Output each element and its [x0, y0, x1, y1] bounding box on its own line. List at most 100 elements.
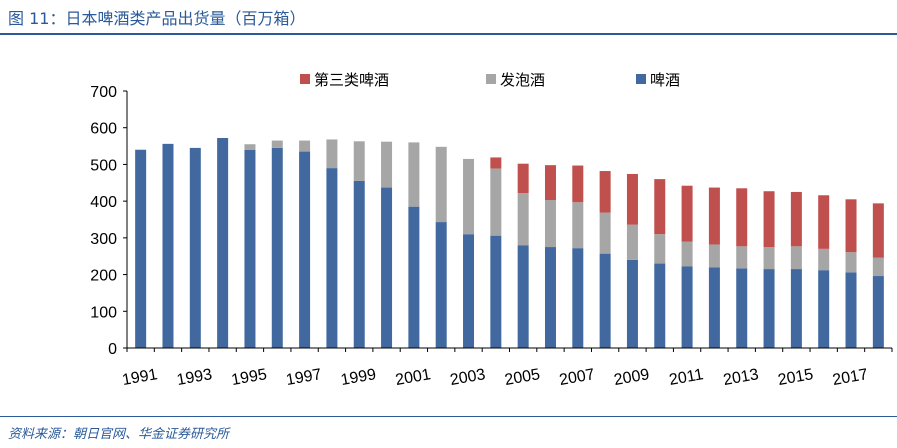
bar-happoshu-2001: [408, 142, 420, 207]
bar-happoshu-2018: [872, 257, 884, 277]
bar-third_beer-2016: [818, 195, 830, 249]
bar-beer-2013: [736, 268, 748, 348]
bar-happoshu-2014: [763, 247, 775, 270]
bar-happoshu-2002: [435, 146, 447, 223]
legend-swatch-happoshu: [486, 74, 496, 84]
bar-happoshu-2004: [490, 168, 502, 236]
bar-beer-2001: [408, 206, 420, 348]
bar-happoshu-1999: [353, 141, 365, 181]
bar-third_beer-2005: [517, 163, 529, 194]
bar-happoshu-1995: [244, 144, 256, 150]
bar-third_beer-2004: [490, 157, 502, 169]
bar-happoshu-2005: [517, 193, 529, 246]
bar-third_beer-2012: [708, 187, 720, 245]
bar-beer-2018: [872, 276, 884, 348]
bar-third_beer-2018: [872, 203, 884, 258]
x-tick-label-2013: 2013: [722, 366, 760, 389]
bar-happoshu-2015: [790, 246, 802, 270]
source-note: 资料来源：朝日官网、华金证券研究所: [8, 427, 230, 442]
bar-happoshu-2017: [845, 252, 857, 273]
bar-beer-1991: [135, 149, 147, 348]
bar-happoshu-2010: [654, 234, 666, 264]
bar-happoshu-2016: [818, 248, 830, 271]
bar-beer-2007: [572, 248, 584, 348]
title-divider: [0, 33, 897, 35]
bar-beer-2017: [845, 272, 857, 348]
bar-happoshu-1997: [299, 140, 311, 152]
bars-layer: [135, 137, 884, 348]
bar-third_beer-2014: [763, 191, 775, 248]
x-tick-label-2011: 2011: [668, 366, 705, 389]
bar-beer-2006: [544, 247, 556, 348]
bar-happoshu-2009: [626, 224, 638, 260]
bar-third_beer-2010: [654, 179, 666, 235]
bar-beer-2008: [599, 253, 611, 348]
y-tick-label-500: 500: [90, 157, 117, 174]
bar-beer-2015: [790, 269, 802, 348]
bar-third_beer-2007: [572, 165, 584, 203]
bar-third_beer-2008: [599, 171, 611, 213]
bar-happoshu-2013: [736, 246, 748, 269]
bar-third_beer-2009: [626, 173, 638, 225]
x-tick-label-1993: 1993: [176, 366, 214, 389]
bar-beer-2005: [517, 245, 529, 348]
bar-happoshu-1998: [326, 139, 338, 169]
y-tick-label-0: 0: [108, 341, 117, 358]
legend-label-third-beer: 第三类啤酒: [314, 71, 389, 89]
bar-beer-2016: [818, 270, 830, 348]
x-tick-label-2017: 2017: [831, 366, 869, 389]
bar-happoshu-2008: [599, 212, 611, 254]
legend-swatch-third-beer: [300, 74, 310, 84]
bar-beer-1992: [162, 143, 174, 348]
bar-happoshu-1996: [271, 140, 283, 148]
bar-happoshu-2011: [681, 241, 693, 267]
bar-third_beer-2011: [681, 185, 693, 242]
bar-beer-1998: [326, 168, 338, 348]
y-tick-label-400: 400: [90, 194, 117, 211]
bar-beer-1997: [299, 151, 311, 348]
y-tick-label-700: 700: [90, 84, 117, 101]
bar-third_beer-2015: [790, 191, 802, 247]
bar-beer-2010: [654, 263, 666, 348]
bar-third_beer-2013: [736, 188, 748, 247]
y-tick-label-300: 300: [90, 231, 117, 248]
legend-label-beer: 啤酒: [650, 71, 680, 89]
x-tick-label-2009: 2009: [613, 366, 651, 389]
y-tick-label-600: 600: [90, 121, 117, 138]
bar-happoshu-2006: [544, 200, 556, 248]
bar-beer-1993: [189, 147, 201, 348]
legend-label-happoshu: 发泡酒: [500, 71, 545, 89]
x-tick-label-2003: 2003: [449, 366, 487, 389]
axes-layer: 0 100 200 300 400 500 600 700 1991 1993 1995 1997 19…: [90, 84, 893, 389]
x-tick-label-1997: 1997: [285, 366, 323, 389]
y-tick-label-100: 100: [90, 304, 117, 321]
bar-happoshu-2003: [463, 158, 475, 235]
bar-beer-2011: [681, 266, 693, 348]
x-tick-label-2015: 2015: [777, 366, 815, 389]
bar-beer-1995: [244, 149, 256, 348]
source-divider: [0, 416, 897, 417]
bar-happoshu-2012: [708, 244, 720, 268]
bar-beer-2012: [708, 267, 720, 348]
bar-beer-2003: [463, 234, 475, 348]
bar-beer-2002: [435, 222, 447, 348]
bar-third_beer-2017: [845, 199, 857, 253]
bar-beer-2004: [490, 235, 502, 348]
bar-beer-1996: [271, 147, 283, 348]
y-tick-label-200: 200: [90, 268, 117, 285]
x-tick-label-1991: 1991: [121, 366, 159, 389]
x-tick-label-2007: 2007: [558, 366, 596, 389]
chart-title: 图 11：日本啤酒类产品出货量（百万箱）: [8, 9, 306, 28]
bar-beer-1999: [353, 180, 365, 348]
bar-beer-2000: [381, 187, 393, 348]
x-tick-label-1999: 1999: [339, 366, 377, 389]
legend: 第三类啤酒 发泡酒 啤酒: [300, 71, 680, 89]
bar-happoshu-2000: [381, 141, 393, 188]
bar-beer-1994: [217, 137, 229, 348]
bar-beer-2014: [763, 269, 775, 348]
bar-third_beer-2006: [544, 165, 556, 201]
bar-beer-2009: [626, 259, 638, 348]
x-tick-label-2001: 2001: [394, 366, 432, 389]
x-tick-label-1995: 1995: [230, 366, 268, 389]
